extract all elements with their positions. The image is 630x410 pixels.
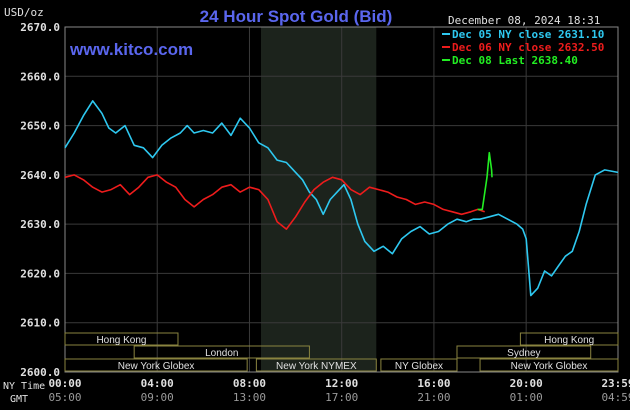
session-box: New York NYMEX <box>255 358 377 372</box>
session-label: New York Globex <box>118 361 195 372</box>
y-axis-label: USD/oz <box>4 6 44 19</box>
x-tick-label-ny: 20:00 <box>510 377 543 390</box>
session-label: New York NYMEX <box>276 361 357 372</box>
session-box: New York Globex <box>64 358 248 372</box>
price-line <box>64 174 485 230</box>
market-sessions: Hong Kong London New York Globex New York N… <box>64 332 619 372</box>
kitco-watermark: www.kitco.com <box>69 40 193 59</box>
session-box-outline <box>479 358 619 372</box>
session-box-outline <box>255 358 377 372</box>
x-tick-label-ny: 00:00 <box>48 377 81 390</box>
price-series <box>64 100 619 297</box>
y-tick-label: 2620.0 <box>20 267 60 280</box>
x-tick-label-ny: 16:00 <box>417 377 450 390</box>
session-label: Hong Kong <box>96 335 146 346</box>
y-tick-label: 2640.0 <box>20 169 60 182</box>
y-tick-label: 2610.0 <box>20 317 60 330</box>
x-tick-label-gmt: 21:00 <box>417 391 450 404</box>
x-tick-label-ny: 04:00 <box>141 377 174 390</box>
session-label: NY Globex <box>395 361 443 372</box>
x-tick-label-gmt: 04:59 <box>601 391 630 404</box>
plot-area-border <box>64 26 619 373</box>
session-label: Sydney <box>507 348 540 359</box>
x-tick-label-gmt: 09:00 <box>141 391 174 404</box>
chart-timestamp: December 08, 2024 18:31 <box>448 14 600 27</box>
session-box-outline <box>133 345 310 359</box>
y-tick-label: 2660.0 <box>20 70 60 83</box>
y-axis-ticks: 2670.0 2660.0 2650.0 2640.0 2630.0 2620.0 2610… <box>20 21 60 379</box>
chart-title: 24 Hour Spot Gold (Bid) <box>200 7 393 26</box>
x-tick-label-gmt: 13:00 <box>233 391 266 404</box>
session-label: London <box>205 348 238 359</box>
session-box-outline <box>456 345 592 359</box>
session-label: Hong Kong <box>544 335 594 346</box>
price-line <box>64 100 619 297</box>
session-box: New York Globex <box>479 358 619 372</box>
gmt-label: GMT <box>10 394 28 405</box>
session-box-outline <box>380 358 458 372</box>
session-box: London <box>133 345 310 359</box>
y-tick-label: 2630.0 <box>20 218 60 231</box>
price-line <box>477 151 493 211</box>
session-box-outline <box>519 332 619 346</box>
legend-entry: Dec 05 NY close 2631.10 <box>452 28 604 41</box>
session-box-outline <box>64 332 179 346</box>
ny-time-label: NY Time <box>3 381 45 392</box>
x-tick-label-ny: 08:00 <box>233 377 266 390</box>
x-tick-label-gmt: 01:00 <box>510 391 543 404</box>
y-tick-label: 2600.0 <box>20 366 60 379</box>
x-tick-label-ny: 12:00 <box>325 377 358 390</box>
session-box: Sydney <box>456 345 592 359</box>
y-tick-label: 2650.0 <box>20 120 60 133</box>
session-label: New York Globex <box>511 361 588 372</box>
x-tick-label-ny: 23:59 <box>601 377 630 390</box>
y-tick-label: 2670.0 <box>20 21 60 34</box>
legend-entry: Dec 08 Last 2638.40 <box>452 54 578 67</box>
legend-entry: Dec 06 NY close 2632.50 <box>452 41 604 54</box>
x-tick-label-gmt: 05:00 <box>48 391 81 404</box>
session-box-outline <box>64 358 248 372</box>
nymex-hours-shading <box>260 27 377 372</box>
session-box: NY Globex <box>380 358 458 372</box>
x-tick-label-gmt: 17:00 <box>325 391 358 404</box>
session-box: Hong Kong <box>64 332 179 346</box>
session-box: Hong Kong <box>519 332 619 346</box>
